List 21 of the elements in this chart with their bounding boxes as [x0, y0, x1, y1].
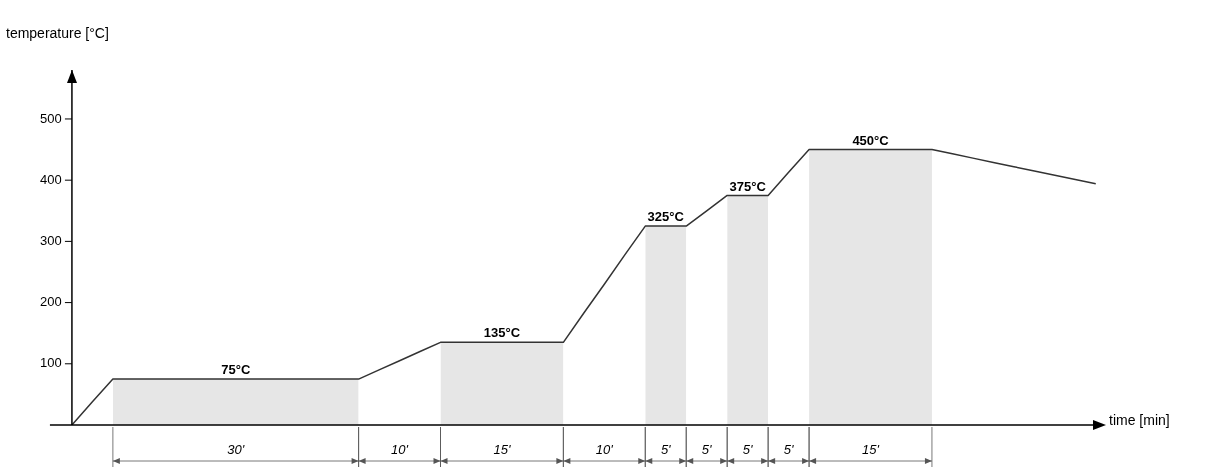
text: 10': [391, 442, 409, 458]
data-label: 450°C: [852, 132, 890, 148]
data-label: 325°C: [647, 209, 685, 225]
y-tick-label: 500: [39, 110, 62, 126]
text: 10': [595, 442, 614, 458]
data-label: 135°C: [483, 325, 521, 341]
text: 15': [493, 442, 511, 458]
y-tick-label: 100: [39, 355, 62, 371]
y-tick-label: 400: [39, 171, 62, 187]
x-axis-title: time [min]: [1109, 411, 1170, 428]
text: 5': [701, 442, 713, 458]
text: 5': [783, 442, 794, 458]
y-tick-label: 300: [39, 232, 62, 248]
data-label: 375°C: [729, 178, 767, 194]
text: 30': [227, 442, 245, 458]
text: 15': [862, 442, 880, 458]
text: 5': [742, 442, 754, 458]
y-axis-title: temperature [°C]: [6, 24, 109, 41]
data-label: 75°C: [221, 362, 251, 378]
y-tick-label: 200: [39, 294, 62, 310]
text: 5': [660, 442, 672, 458]
